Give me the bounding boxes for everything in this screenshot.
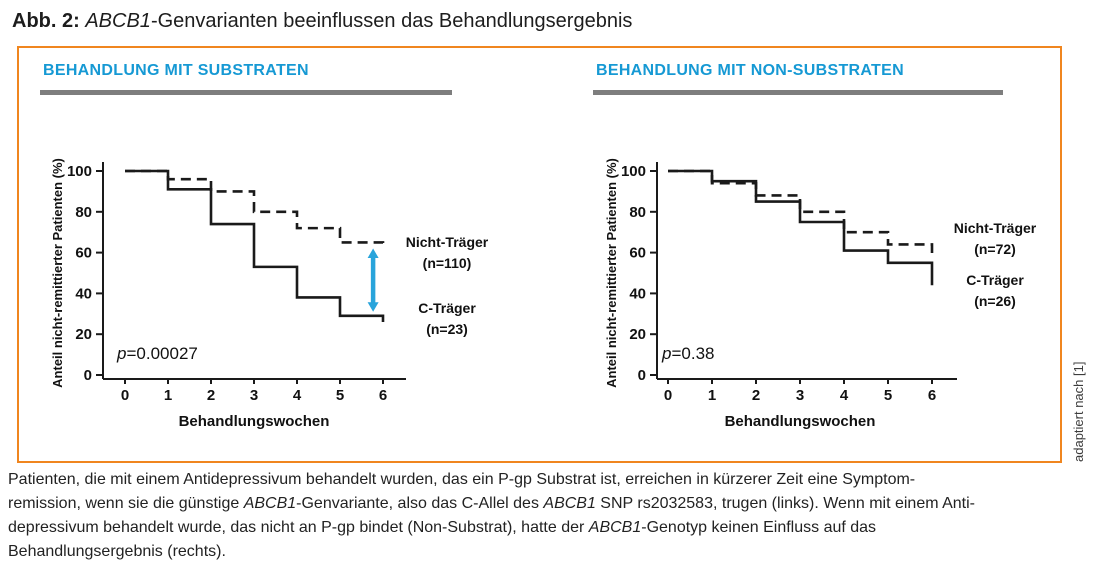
- x-tick-label: 6: [928, 387, 936, 404]
- y-tick-label: 40: [75, 285, 92, 302]
- x-tick-label: 3: [250, 387, 258, 404]
- caption-line: remission, wenn sie die günstige ABCB1-G…: [8, 495, 975, 512]
- y-tick-label: 20: [629, 326, 646, 343]
- x-axis-title: Behandlungswochen: [179, 413, 330, 430]
- x-tick-label: 5: [884, 387, 892, 404]
- km-chart-substrate: 0 20 40 60 80 100 0 1 2 3 4 5 6 Behandlungswochen Ante…: [50, 158, 489, 430]
- km-curve-nicht-trager: [125, 169, 385, 249]
- y-tick-label: 60: [629, 245, 646, 262]
- legend-nicht-trager: Nicht-Träger: [406, 234, 489, 250]
- panel-header-substrate: BEHANDLUNG MIT SUBSTRATEN: [43, 62, 309, 79]
- y-tick-label: 80: [75, 204, 92, 221]
- divider-bar-right: [593, 90, 1003, 95]
- y-tick-label: 0: [84, 367, 92, 384]
- x-tick-label: 5: [336, 387, 344, 404]
- x-tick-label: 1: [708, 387, 716, 404]
- legend-c-trager: C-Träger: [966, 272, 1024, 288]
- legend-c-trager: (n=26): [974, 293, 1016, 309]
- y-tick-label: 60: [75, 245, 92, 262]
- p-value: p=0.38: [661, 344, 714, 363]
- x-tick-label: 6: [379, 387, 387, 404]
- y-tick-label: 80: [629, 204, 646, 221]
- y-tick-label: 100: [67, 163, 92, 180]
- p-value: p=0.00027: [116, 344, 198, 363]
- x-tick-label: 0: [121, 387, 129, 404]
- legend-c-trager: (n=23): [426, 321, 468, 337]
- figure-caption: Patienten, die mit einem Antidepressivum…: [8, 468, 1096, 564]
- x-tick-label: 3: [796, 387, 804, 404]
- legend-nicht-trager: (n=72): [974, 241, 1016, 257]
- km-curve-nicht-trager: [668, 169, 934, 257]
- km-chart-non-substrate: 0 20 40 60 80 100 0 1 2 3 4 5 6 Behandlungswochen Ante…: [604, 158, 1037, 430]
- x-axis-title: Behandlungswochen: [725, 413, 876, 430]
- y-tick-label: 100: [621, 163, 646, 180]
- km-curve-c-trager: [125, 169, 385, 322]
- x-tick-label: 2: [207, 387, 215, 404]
- caption-line: Patienten, die mit einem Antidepressivum…: [8, 471, 916, 488]
- x-tick-label: 4: [840, 387, 849, 404]
- km-curve-c-trager: [668, 169, 934, 286]
- legend-nicht-trager: (n=110): [423, 255, 472, 271]
- legend-nicht-trager: Nicht-Träger: [954, 220, 1037, 236]
- x-tick-label: 4: [293, 387, 302, 404]
- figure-title: Abb. 2: ABCB1-Genvarianten beeinflussen …: [12, 10, 633, 32]
- figure-box: BEHANDLUNG MIT SUBSTRATEN BEHANDLUNG MIT…: [17, 46, 1062, 463]
- y-tick-label: 40: [629, 285, 646, 302]
- x-tick-label: 2: [752, 387, 760, 404]
- axes: [656, 162, 957, 380]
- legend-c-trager: C-Träger: [418, 300, 476, 316]
- y-tick-label: 20: [75, 326, 92, 343]
- arrowhead-up-icon: [367, 248, 379, 259]
- y-axis-title: Anteil nicht-remittierter Patienten (%): [50, 158, 65, 388]
- x-tick-label: 1: [164, 387, 172, 404]
- caption-line: depressivum behandelt wurde, das nicht a…: [8, 519, 877, 536]
- y-tick-label: 0: [638, 367, 646, 384]
- arrowhead-down-icon: [367, 302, 379, 312]
- caption-line: Behandlungsergebnis (rechts).: [8, 543, 226, 560]
- x-tick-label: 0: [664, 387, 672, 404]
- y-axis-title: Anteil nicht-remittierter Patienten (%): [604, 158, 619, 388]
- source-credit: adaptiert nach [1]: [1071, 361, 1086, 462]
- difference-arrow: [367, 248, 379, 312]
- panel-header-non-substrate: BEHANDLUNG MIT NON-SUBSTRATEN: [596, 62, 904, 79]
- divider-bar-left: [40, 90, 452, 95]
